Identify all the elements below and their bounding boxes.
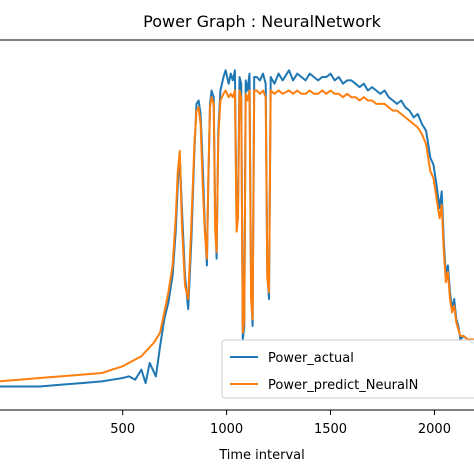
plot-frame <box>0 39 474 411</box>
legend-box <box>221 339 474 399</box>
legend-label: Power_actual <box>268 351 354 366</box>
x-tick-label: 2000 <box>418 422 451 437</box>
plot-area <box>0 69 474 388</box>
x-axis: 500 1000 1500 2000 <box>110 410 451 437</box>
series-line-power-predict <box>0 89 474 383</box>
legend: Power_actual Power_predict_NeuralN <box>221 339 474 399</box>
x-axis-label: Time interval <box>218 448 305 463</box>
x-tick-label: 500 <box>110 422 135 437</box>
x-tick-label: 1000 <box>210 422 243 437</box>
legend-label: Power_predict_NeuralN <box>268 378 418 393</box>
x-tick-label: 1500 <box>314 422 347 437</box>
chart-title: Power Graph : NeuralNetwork <box>143 12 381 31</box>
